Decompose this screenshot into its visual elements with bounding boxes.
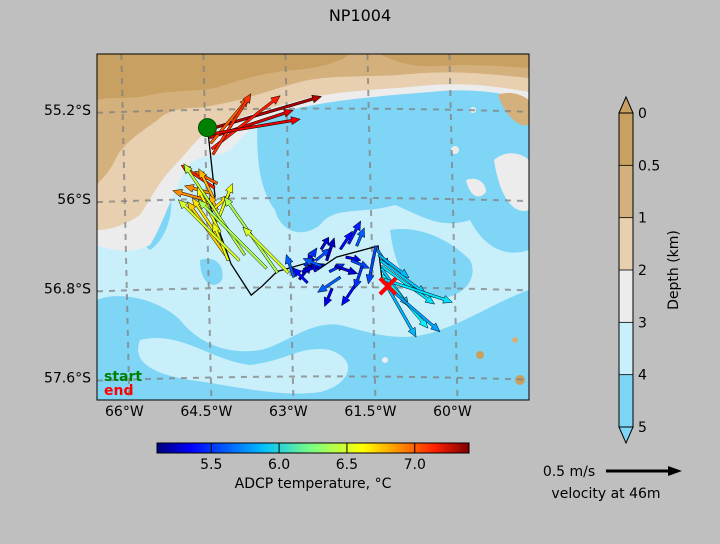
depth-tick-label: 1	[638, 211, 647, 227]
legend-start-label: start	[104, 369, 142, 385]
x-tick-label: 60°W	[433, 404, 472, 420]
graticule-parallel	[97, 375, 529, 382]
velocity-vector	[302, 257, 323, 268]
x-tick-label: 66°W	[105, 404, 144, 420]
graticule-parallel	[97, 196, 529, 204]
depth-colorbar-bottom-extension	[618, 426, 634, 445]
velocity-vectors	[172, 93, 454, 338]
graticule-parallel	[97, 107, 529, 114]
graticule-meridian	[120, 54, 131, 400]
temperature-tick-label: 6.0	[268, 457, 290, 473]
y-tick-label: 56°S	[57, 192, 91, 208]
depth-tick-label: 4	[638, 368, 647, 384]
map-panel: 66°W 64.5°W 63°W 61.5°W 60°W 55.2°S 56°S 56.8°…	[44, 53, 530, 420]
bathymetry-slope	[494, 153, 529, 211]
velocity-vector	[206, 94, 323, 132]
velocity-vector	[380, 264, 436, 305]
depth-tick-label: 3	[638, 315, 647, 331]
velocity-vector	[334, 264, 359, 275]
depth-colorbar-label: Depth (km)	[666, 230, 682, 310]
seamount	[512, 337, 518, 343]
velocity-scale: 0.5 m/s velocity at 46m	[543, 464, 682, 502]
velocity-vector	[325, 237, 336, 262]
velocity-scale-head	[668, 466, 682, 476]
chart-title: NP1004	[329, 6, 391, 25]
temperature-tick-label: 5.5	[200, 457, 222, 473]
velocity-vector	[197, 199, 268, 270]
x-tick-label: 63°W	[269, 404, 308, 420]
depth-colorbar-segment	[619, 270, 633, 323]
velocity-vector	[355, 227, 365, 247]
velocity-vector	[316, 275, 342, 293]
velocity-vector	[285, 253, 296, 278]
bathymetry-deep-patch	[200, 258, 223, 285]
depth-colorbar-segment	[619, 165, 633, 218]
y-tick-labels: 55.2°S 56°S 56.8°S 57.6°S	[44, 103, 91, 387]
bathymetry-deep-patch	[257, 87, 529, 253]
velocity-vector	[347, 220, 361, 245]
temperature-colorbar: 5.5 6.0 6.5 7.0 ADCP temperature, °C	[156, 442, 470, 492]
x-tick-labels: 66°W 64.5°W 63°W 61.5°W 60°W	[105, 404, 472, 420]
y-tick-label: 55.2°S	[44, 103, 91, 119]
depth-colorbar-ticks: 0 0.5 1 2 3 4 5	[619, 106, 660, 436]
temperature-colorbar-ticks: 5.5 6.0 6.5 7.0	[200, 443, 426, 473]
legend-end-label: end	[104, 383, 133, 399]
temperature-tick-label: 6.5	[336, 457, 358, 473]
velocity-vector	[208, 116, 301, 136]
temperature-colorbar-gradient	[156, 442, 470, 454]
end-marker	[378, 276, 398, 296]
velocity-vector	[328, 263, 346, 274]
depth-colorbar-top-extension	[618, 95, 634, 114]
bathymetry-rise	[138, 337, 349, 394]
depth-tick-label: 0	[638, 106, 647, 122]
y-tick-label: 57.6°S	[44, 371, 91, 387]
velocity-vector	[242, 226, 290, 275]
bathymetry-shelf	[498, 92, 529, 126]
velocity-vector	[338, 230, 353, 251]
velocity-vector	[291, 267, 309, 285]
depth-colorbar-segment	[619, 374, 633, 427]
bathymetry-shelf	[380, 54, 529, 68]
velocity-vector	[365, 245, 378, 285]
depth-colorbar: 0 0.5 1 2 3 4 5 Depth (km)	[618, 95, 682, 445]
bathymetry-shelf	[97, 54, 350, 100]
velocity-vector	[324, 287, 334, 308]
start-marker	[197, 118, 217, 138]
velocity-vector	[314, 247, 332, 262]
seamount	[451, 146, 459, 154]
seamount	[476, 351, 484, 359]
depth-tick-label: 2	[638, 263, 647, 279]
graticule-meridian	[366, 54, 377, 400]
graticule-meridian	[448, 54, 459, 400]
velocity-vector	[353, 265, 364, 290]
velocity-vector	[211, 93, 252, 156]
bathymetry-deep-patch	[390, 229, 473, 299]
seamount	[382, 357, 388, 363]
temperature-tick-label: 7.0	[404, 457, 426, 473]
graticule-meridian	[284, 54, 295, 400]
map-frame	[96, 53, 530, 401]
depth-colorbar-segment	[619, 113, 633, 166]
velocity-vector	[319, 236, 330, 251]
y-tick-label: 56.8°S	[44, 281, 91, 297]
depth-tick-label: 5	[638, 420, 647, 436]
x-tick-label: 61.5°W	[344, 404, 396, 420]
depth-colorbar-segments	[619, 113, 633, 427]
depth-colorbar-segment	[619, 217, 633, 270]
start-end-markers	[197, 118, 398, 296]
x-tick-label: 64.5°W	[180, 404, 232, 420]
temperature-colorbar-label: ADCP temperature, °C	[235, 476, 392, 492]
depth-tick-label: 0.5	[638, 158, 660, 174]
depth-colorbar-segment	[619, 322, 633, 375]
graticule-parallel	[97, 286, 529, 293]
velocity-scale-caption: velocity at 46m	[551, 486, 660, 502]
velocity-scale-value: 0.5 m/s	[543, 464, 595, 480]
velocity-vector	[177, 199, 241, 262]
bathymetry-slope	[466, 178, 486, 197]
